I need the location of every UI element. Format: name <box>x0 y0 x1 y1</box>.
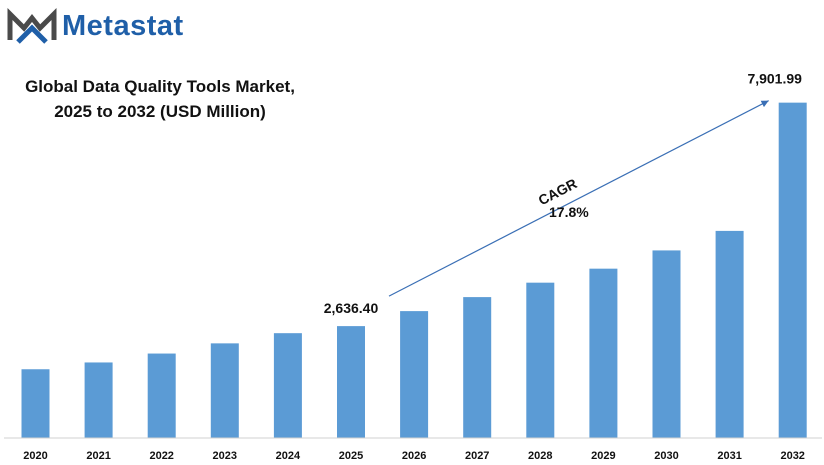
bars-group <box>21 102 807 439</box>
bar-2030 <box>652 250 681 438</box>
x-tick-label: 2030 <box>654 450 678 462</box>
x-tick-label: 2020 <box>23 450 47 462</box>
end-value-label: 7,901.99 <box>747 71 802 87</box>
chart-title: Global Data Quality Tools Market, 2025 t… <box>0 74 320 124</box>
x-tick-label: 2021 <box>86 450 110 462</box>
x-tick-label: 2028 <box>528 450 552 462</box>
bar-2032 <box>778 102 807 439</box>
bar-2022 <box>147 353 176 438</box>
bar-2024 <box>273 333 302 438</box>
bar-2031 <box>715 230 744 438</box>
x-tick-labels: 2020 2021 2022 2023 2024 2025 2026 2027 2028 2029… <box>23 450 805 462</box>
bar-2026 <box>400 311 429 438</box>
x-tick-label: 2023 <box>213 450 237 462</box>
x-tick-label: 2029 <box>591 450 615 462</box>
x-tick-label: 2031 <box>717 450 741 462</box>
bar-2029 <box>589 268 618 438</box>
bar-2027 <box>463 297 492 438</box>
chart-title-line-2: 2025 to 2032 (USD Million) <box>54 102 266 121</box>
x-tick-label: 2025 <box>339 450 363 462</box>
brand-name: Metastat <box>62 9 184 42</box>
x-tick-label: 2027 <box>465 450 489 462</box>
x-tick-label: 2032 <box>780 450 804 462</box>
bar-2028 <box>526 282 555 438</box>
brand-logo: Metastat <box>6 6 184 46</box>
bar-2020 <box>21 369 50 438</box>
bar-2021 <box>84 362 113 438</box>
metastat-logo-icon <box>7 7 57 44</box>
bar-2025 <box>337 326 365 438</box>
x-tick-label: 2024 <box>276 450 301 462</box>
cagr-arrow <box>388 100 769 297</box>
x-tick-label: 2022 <box>149 450 173 462</box>
chart-title-line-1: Global Data Quality Tools Market, <box>25 77 295 96</box>
cagr-value: 17.8% <box>549 204 589 220</box>
start-value-label: 2,636.40 <box>324 300 379 316</box>
x-tick-label: 2026 <box>402 450 426 462</box>
bar-2023 <box>210 343 239 438</box>
